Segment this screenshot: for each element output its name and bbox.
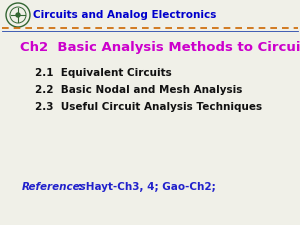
Text: 2.3  Useful Circuit Analysis Techniques: 2.3 Useful Circuit Analysis Techniques [35, 102, 262, 112]
Text: Circuits and Analog Electronics: Circuits and Analog Electronics [33, 10, 216, 20]
Circle shape [16, 13, 20, 17]
Text: 2.2  Basic Nodal and Mesh Analysis: 2.2 Basic Nodal and Mesh Analysis [35, 85, 242, 95]
Text: References: References [22, 182, 87, 192]
Text: : Hayt-Ch3, 4; Gao-Ch2;: : Hayt-Ch3, 4; Gao-Ch2; [78, 182, 216, 192]
Text: Ch2  Basic Analysis Methods to Circuits: Ch2 Basic Analysis Methods to Circuits [20, 40, 300, 54]
Text: 2.1  Equivalent Circuits: 2.1 Equivalent Circuits [35, 68, 172, 78]
